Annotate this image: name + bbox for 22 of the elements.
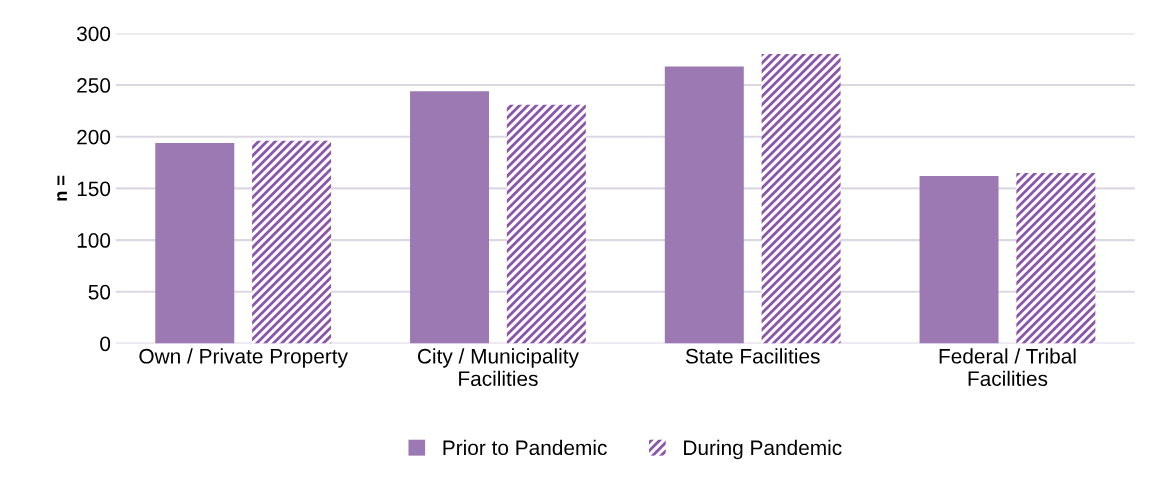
- x-tick-label: Own / Private Property: [139, 348, 348, 368]
- y-tick-label: 150: [77, 181, 111, 197]
- x-tick-label: City / Municipality Facilities: [417, 348, 579, 387]
- bar: [252, 140, 332, 344]
- bar: [761, 54, 841, 344]
- y-tick-label: 100: [77, 233, 111, 248]
- y-tick-label: 50: [88, 284, 111, 300]
- y-tick-label: 250: [77, 78, 111, 93]
- bar: [155, 142, 235, 344]
- legend-label: During Pandemic: [684, 439, 842, 460]
- y-axis-title: n =: [57, 175, 67, 201]
- y-tick-label: 0: [100, 336, 111, 352]
- bar: [664, 66, 744, 344]
- x-tick-label: State Facilities: [685, 348, 820, 364]
- bar: [506, 104, 586, 344]
- bar: [919, 176, 999, 344]
- legend-label: Prior to Pandemic: [443, 439, 607, 456]
- y-tick-label: 300: [76, 26, 111, 42]
- bar: [410, 91, 490, 344]
- y-tick-label: 200: [77, 129, 111, 145]
- bar: [1016, 172, 1096, 344]
- x-tick-label: Federal / Tribal Facilities: [939, 348, 1076, 387]
